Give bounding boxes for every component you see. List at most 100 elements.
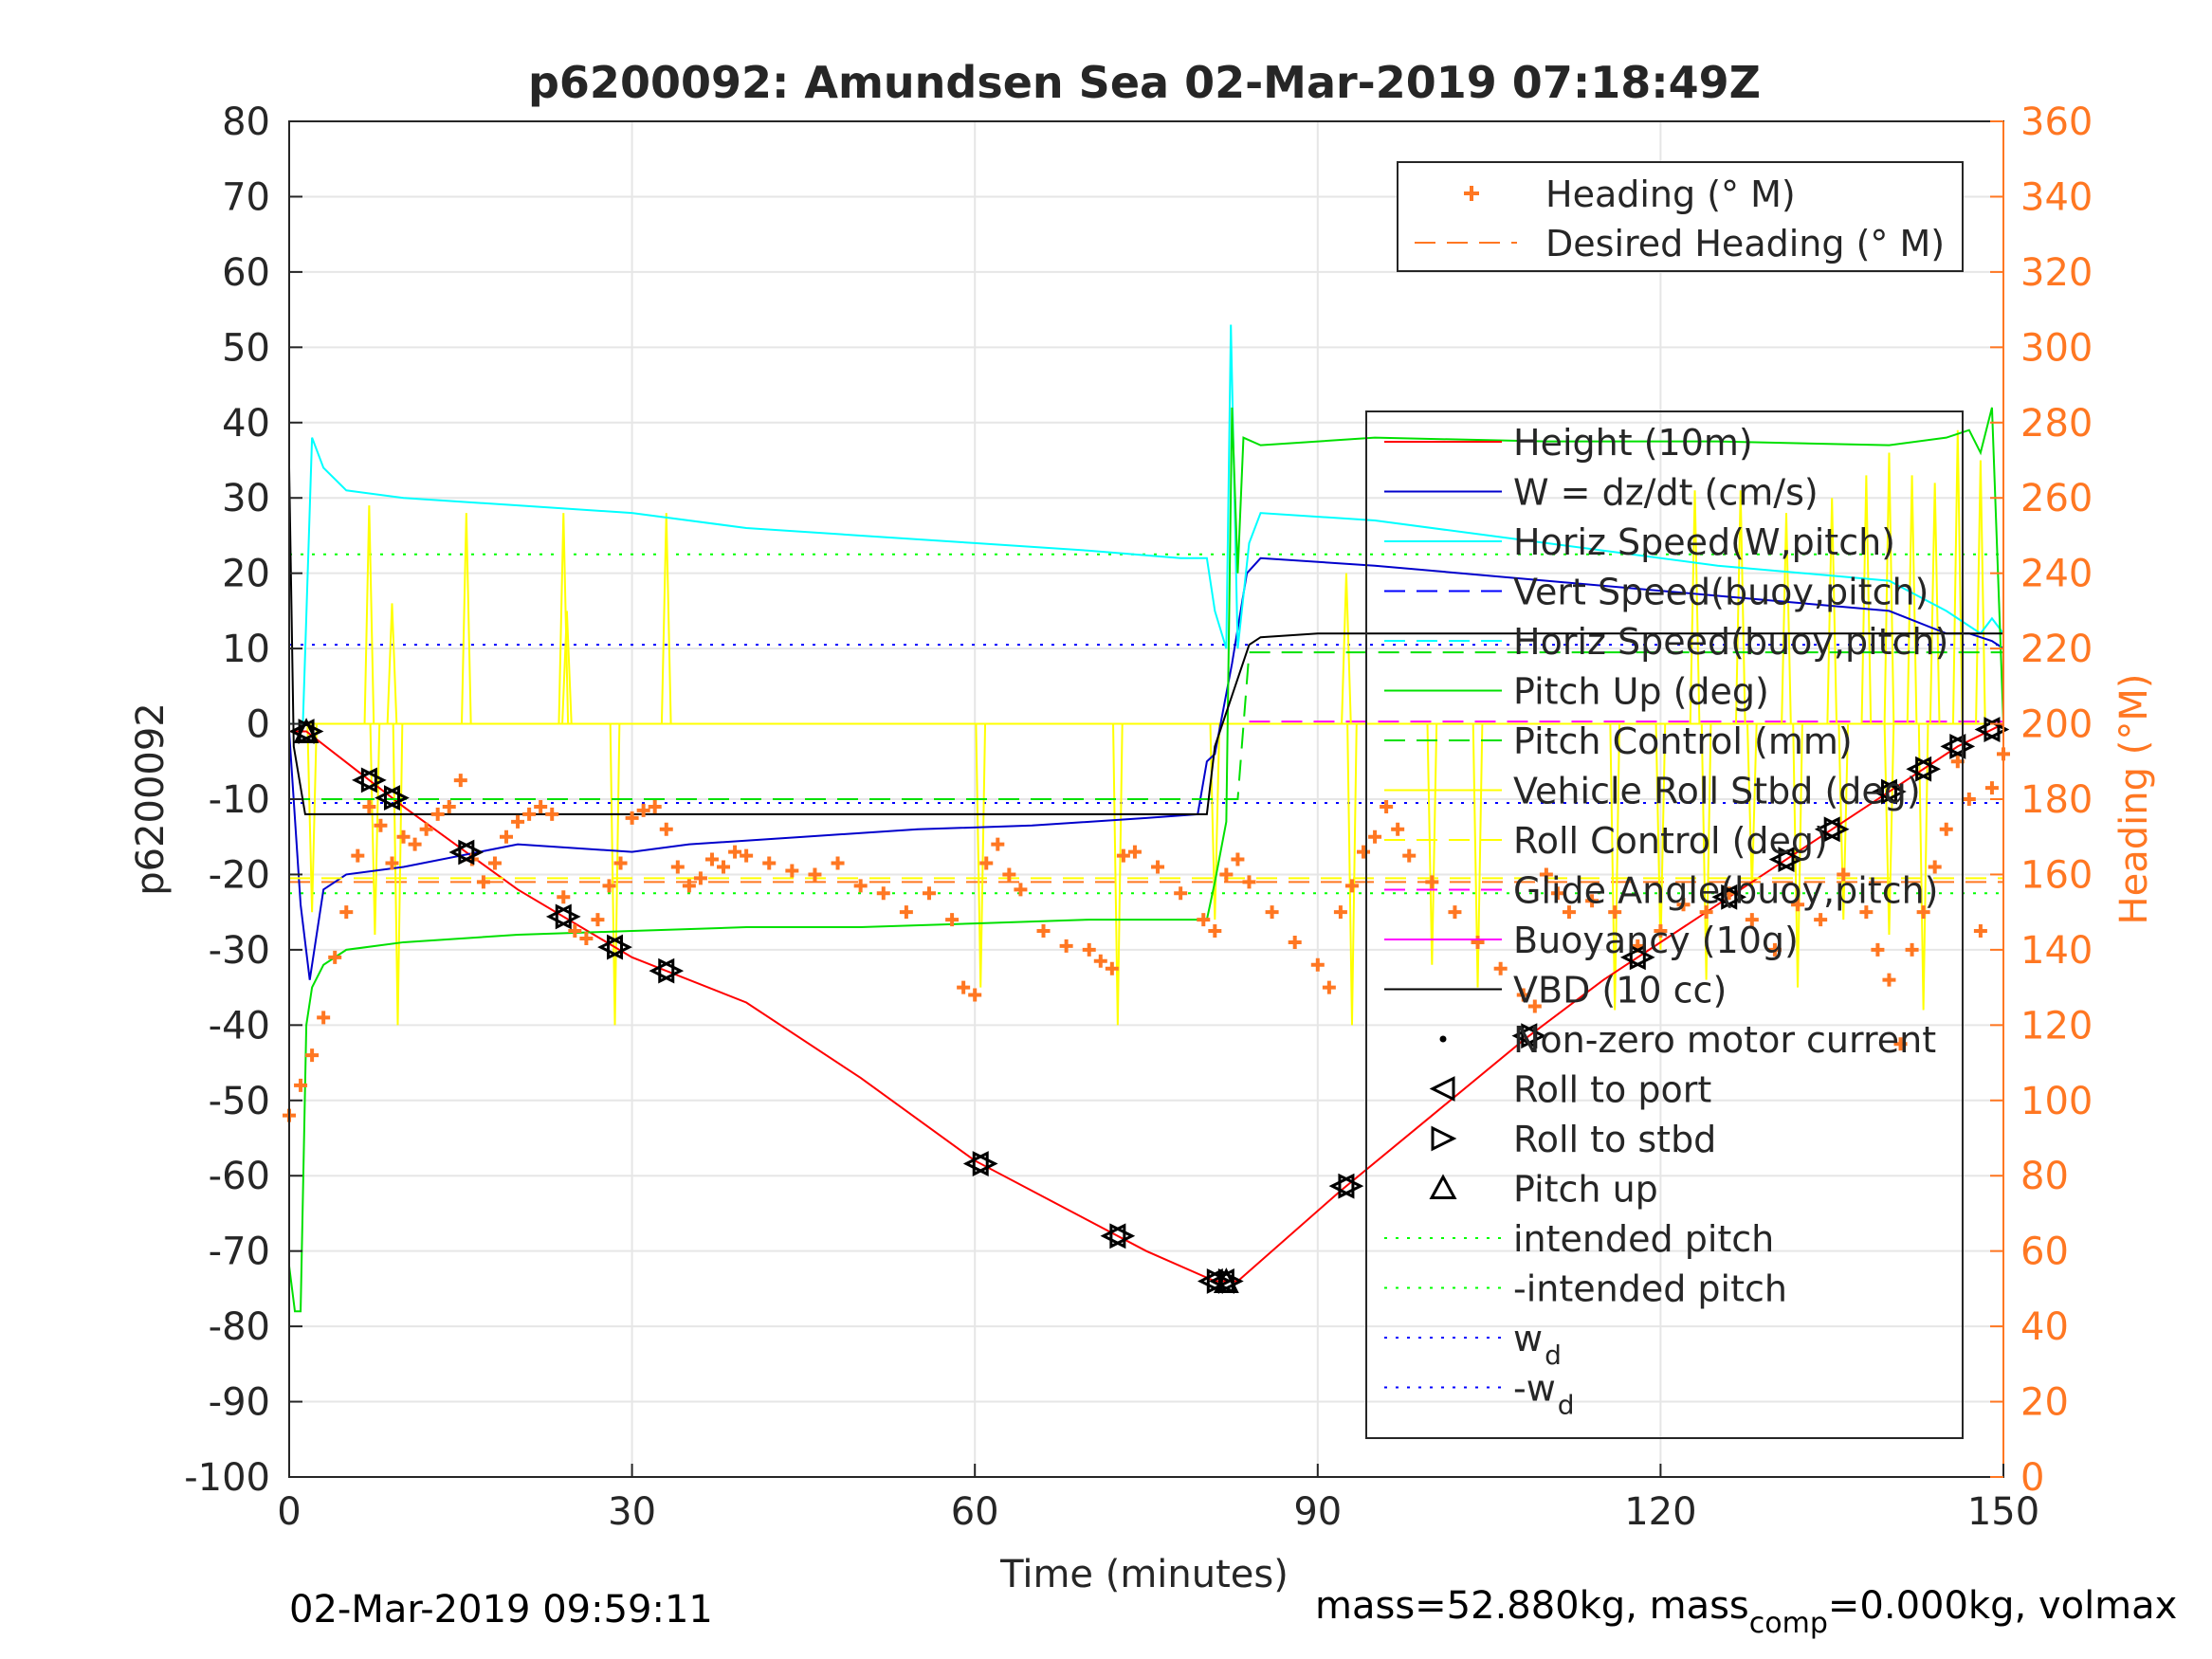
roll-stbd-marker — [1721, 884, 1747, 910]
legend-entry: -intended pitch — [1384, 1268, 1787, 1310]
heading-point — [682, 879, 696, 893]
legend-entry: Roll Control (deg) — [1384, 820, 1828, 862]
heading-point — [1059, 939, 1073, 953]
y-tick-label: 70 — [222, 175, 270, 219]
heading-point — [1197, 913, 1211, 927]
roll-spike — [1781, 513, 1792, 724]
roll-spike — [1860, 475, 1873, 724]
roll-spike — [1837, 723, 1850, 921]
y2-tick-label: 180 — [2020, 778, 2093, 822]
y-tick-label: 10 — [222, 628, 270, 671]
heading-point — [1127, 845, 1142, 859]
heading-point — [899, 905, 913, 920]
series-line — [289, 324, 2004, 725]
roll-spike — [609, 723, 621, 1026]
legend-label: Glide Angle(buoy,pitch) — [1513, 870, 1939, 912]
heading-point — [1905, 942, 1919, 957]
heading-point — [1380, 799, 1394, 813]
footer-timestamp: 02-Mar-2019 09:59:11 — [289, 1588, 713, 1632]
y-tick-label: 40 — [222, 402, 270, 446]
heading-point — [1093, 954, 1107, 968]
y2-tick-label: 20 — [2020, 1381, 2069, 1425]
roll-spike — [1209, 723, 1221, 921]
heading-point — [305, 1048, 320, 1063]
roll-port-marker — [1100, 1223, 1126, 1249]
roll-port-marker — [1974, 717, 2001, 742]
roll-spike — [1472, 723, 1484, 988]
heading-point — [659, 822, 673, 836]
roll-spike — [1346, 723, 1358, 1026]
heading-point — [1425, 875, 1439, 889]
y2-tick-label: 340 — [2020, 175, 2093, 219]
legend-label: Pitch Up (deg) — [1513, 671, 1769, 713]
heading-point — [1562, 905, 1576, 920]
legend-entry: -wd — [1384, 1368, 1575, 1421]
roll-spike — [392, 723, 404, 1026]
heading-point — [1527, 999, 1542, 1013]
y2-tick-label: 200 — [2020, 703, 2093, 747]
y-tick-label: -60 — [209, 1155, 270, 1198]
roll-spike — [1792, 723, 1803, 988]
heading-point — [762, 856, 777, 870]
heading-point — [579, 931, 594, 945]
heading-point — [1699, 905, 1713, 920]
legend-entry: W = dz/dt (cm/s) — [1384, 472, 1819, 514]
pitch-up-marker — [293, 718, 320, 743]
y2-tick-label: 40 — [2020, 1305, 2069, 1349]
legend-heading-box — [1397, 161, 1964, 272]
legend-entry: Glide Angle(buoy,pitch) — [1384, 870, 1939, 912]
legend-label: Non-zero motor current — [1513, 1019, 1936, 1061]
heading-point — [487, 856, 502, 870]
y-tick-label: -90 — [209, 1381, 270, 1425]
y2-tick-label: 120 — [2020, 1004, 2093, 1048]
legend-entry: Roll to port — [1429, 1069, 1711, 1111]
legend-label: Roll Control (deg) — [1513, 820, 1828, 862]
legend-label: Roll to port — [1513, 1069, 1711, 1111]
roll-spike — [975, 723, 987, 988]
y2-tick-label: 80 — [2020, 1155, 2069, 1198]
heading-point — [453, 774, 467, 788]
roll-stbd-marker — [1823, 816, 1850, 843]
y2-tick-label: 160 — [2020, 853, 2093, 897]
legend-entry: Buoyancy (10g) — [1384, 920, 1799, 961]
roll-stbd-marker — [1778, 847, 1804, 872]
legend-symbol — [1431, 1125, 1457, 1152]
heading-point — [968, 988, 982, 1002]
y-tick-label: -100 — [184, 1456, 270, 1500]
roll-port-marker — [962, 1151, 989, 1176]
heading-point — [385, 856, 399, 870]
roll-port-marker — [1872, 778, 1897, 805]
heading-point — [1550, 886, 1564, 901]
legend-symbol — [1439, 1035, 1447, 1043]
heading-point — [1208, 924, 1222, 939]
roll-port-marker — [1511, 1023, 1538, 1049]
legend-label: Desired Heading (° M) — [1545, 223, 1945, 264]
heading-point — [625, 811, 639, 825]
roll-stbd-marker — [607, 934, 632, 960]
heading-point — [1288, 935, 1302, 949]
y2-tick-label: 300 — [2020, 326, 2093, 370]
heading-point — [1516, 988, 1530, 1002]
roll-port-marker — [649, 957, 675, 984]
roll-port-marker — [1328, 1173, 1355, 1199]
x-tick-label: 30 — [608, 1490, 656, 1534]
y-tick-label: -40 — [209, 1004, 270, 1048]
x-tick-label: 60 — [951, 1490, 999, 1534]
roll-spike — [1917, 723, 1929, 1011]
markers — [283, 717, 2010, 1294]
heading-point — [1310, 957, 1325, 972]
legend-entry: VBD (10 cc) — [1384, 970, 1727, 1012]
y2-tick-label: 140 — [2020, 929, 2093, 973]
heading-point — [591, 913, 605, 927]
heading-point — [1082, 942, 1096, 957]
heading-point — [396, 830, 411, 844]
footer-mass-suffix: =0.000kg, volmax — [1827, 1584, 2178, 1628]
heading-point — [1002, 867, 1016, 882]
roll-spike — [1700, 723, 1712, 980]
legend-label: VBD (10 cc) — [1513, 970, 1727, 1012]
legend-entry: Height (10m) — [1384, 422, 1753, 464]
y2-tick-label: 100 — [2020, 1080, 2093, 1123]
y-tick-label: 20 — [222, 553, 270, 596]
legend-label-sub: d — [1545, 1340, 1562, 1371]
legend-entry: Vert Speed(buoy,pitch) — [1384, 572, 1929, 613]
